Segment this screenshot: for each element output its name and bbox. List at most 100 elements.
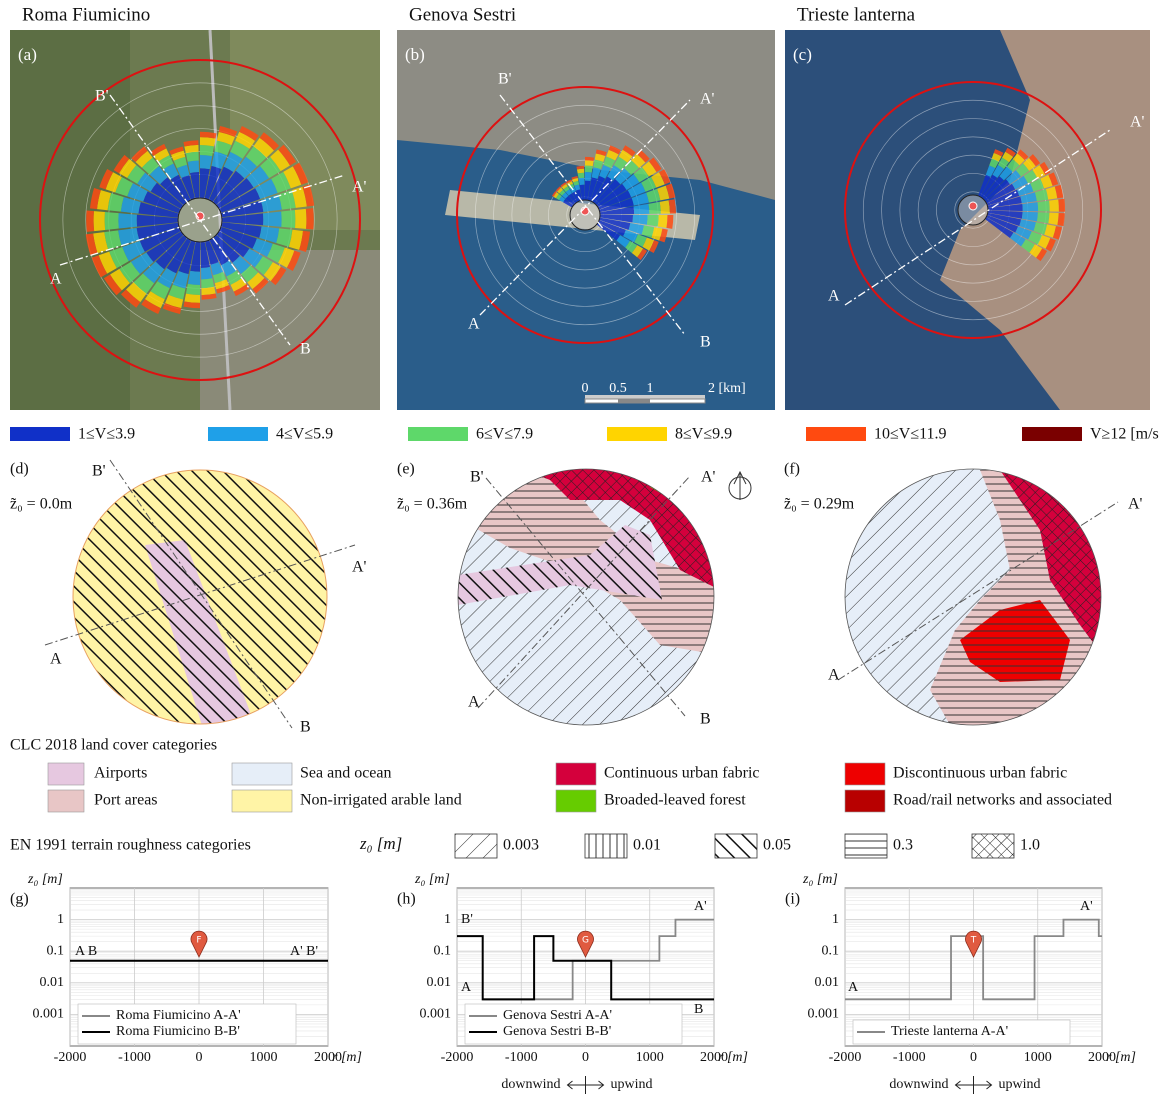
rose-wedge — [978, 174, 991, 197]
rose-wedge — [987, 203, 1023, 211]
rose-wedge — [141, 299, 161, 314]
rose-wedge — [668, 199, 677, 214]
y-tick-label: 1 — [444, 912, 451, 927]
rose-wedge — [1048, 172, 1059, 186]
legend-label: 1.0 — [1020, 837, 1040, 854]
rose-wedge — [278, 144, 297, 166]
x-tick-label: 1000 — [636, 1050, 664, 1065]
section-marker: B — [300, 719, 311, 736]
rose-wedge — [155, 235, 188, 270]
rose-wedge — [253, 137, 274, 158]
rose-wedge — [223, 151, 243, 173]
rose-wedge — [576, 189, 583, 201]
section-line — [44, 544, 356, 646]
rose-wedge — [646, 215, 659, 227]
y-tick-label: 0.001 — [33, 1007, 65, 1022]
legend-label: Roma Fiumicino A-A' — [116, 1008, 241, 1023]
series-line — [457, 935, 714, 1001]
rose-wedge — [599, 206, 635, 215]
rose-wedge — [665, 183, 676, 199]
rose-wedge — [160, 177, 187, 206]
section-marker: B — [700, 711, 711, 728]
rose-wedge — [597, 190, 632, 210]
panel-label: (f) — [784, 461, 800, 478]
rose-wedge — [1054, 184, 1064, 199]
legend-swatch — [607, 427, 667, 441]
rose-wedge — [270, 149, 290, 172]
section-marker: A' — [352, 179, 367, 196]
rose-wedge — [104, 212, 119, 230]
rose-wedge — [127, 183, 148, 202]
rose-wedge — [219, 188, 261, 213]
legend-box — [464, 1003, 683, 1045]
x-tick-label: 0 — [582, 1050, 589, 1065]
rose-wedge — [136, 222, 180, 240]
rose-wedge — [572, 177, 579, 183]
rose-wedge — [1044, 224, 1056, 238]
annotation: A B — [75, 944, 97, 959]
map-title: Trieste lanterna — [797, 4, 916, 25]
rose-wedge — [1040, 174, 1053, 189]
rose-wedge — [571, 175, 578, 180]
section-marker: B — [300, 341, 311, 358]
rose-wedge — [1017, 149, 1029, 161]
wind-roses — [39, 59, 1102, 381]
rose-wedge — [585, 160, 594, 167]
section-marker: A' — [1130, 114, 1145, 131]
rose-wedge — [558, 196, 566, 203]
rose-wedge — [1049, 199, 1059, 212]
rose-wedge — [1033, 222, 1048, 235]
rose-wedge — [204, 165, 222, 200]
rose-wedge — [98, 251, 117, 274]
rose-wedge — [1005, 170, 1021, 185]
series-line — [845, 918, 1102, 1001]
rose-wedge — [302, 184, 315, 207]
rose-wedge — [299, 230, 311, 252]
y-tick-label: 0.001 — [420, 1007, 452, 1022]
rose-wedge — [997, 157, 1010, 169]
rose-wedge — [1021, 239, 1035, 253]
rose-wedge — [216, 231, 250, 258]
rose-wedge — [585, 180, 591, 201]
rose-wedge — [999, 166, 1013, 181]
scale-label: 0.5 — [609, 381, 627, 396]
rose-wedge — [572, 191, 580, 203]
rose-wedge — [259, 226, 280, 244]
rose-wedge — [599, 217, 631, 231]
rose-wedge — [1048, 212, 1059, 226]
rose-wedge — [651, 227, 663, 241]
legend-title: CLC 2018 land cover categories — [10, 737, 217, 754]
legend-swatch — [714, 833, 758, 859]
rose-wedge — [1002, 151, 1014, 163]
rose-wedge — [133, 273, 155, 294]
rose-wedge — [591, 167, 601, 179]
rose-wedge — [245, 146, 267, 167]
rose-wedge — [568, 193, 578, 204]
rose-wedge — [201, 293, 217, 300]
rose-wedge — [560, 182, 567, 188]
rose-wedge — [109, 247, 129, 269]
rose-wedge — [559, 189, 566, 196]
rose-wedge — [565, 195, 576, 206]
scale-bar — [618, 399, 650, 403]
rose-wedge — [176, 164, 190, 178]
rose-wedge — [184, 293, 200, 303]
rose-wedge — [187, 160, 199, 174]
legend-box — [77, 1003, 297, 1045]
rose-wedge — [259, 132, 280, 151]
rose-wedge — [230, 140, 250, 159]
rose-wedge — [1028, 154, 1041, 167]
rose-wedge — [210, 262, 224, 276]
y-tick-label: 0.01 — [40, 975, 65, 990]
rose-wedge — [115, 177, 133, 197]
rose-wedge — [99, 168, 114, 190]
rose-wedge — [135, 150, 153, 168]
y-tick-label: 0.01 — [427, 975, 452, 990]
x-tick-label: 0 — [196, 1050, 203, 1065]
rose-wedge — [594, 179, 621, 206]
rose-wedge — [200, 154, 213, 170]
y-tick-label: 0.1 — [47, 943, 65, 958]
rose-wedge — [113, 154, 130, 174]
rose-wedge — [1021, 211, 1038, 222]
